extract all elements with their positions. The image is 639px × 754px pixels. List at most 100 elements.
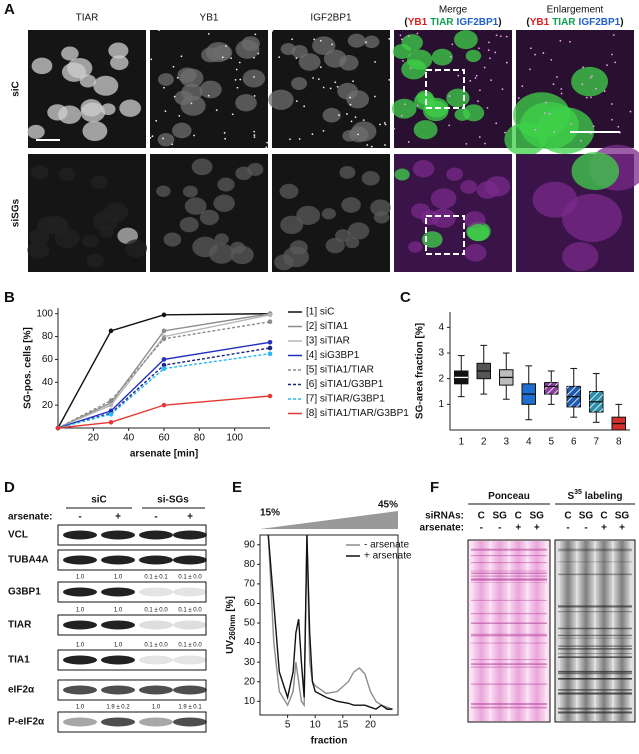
- band: [63, 685, 97, 695]
- series-line: [57, 313, 271, 429]
- cell: [27, 241, 50, 259]
- quantification: 1.0: [76, 575, 85, 581]
- granule: [484, 142, 486, 145]
- channel-name: IGF2BP1: [457, 17, 499, 28]
- panel-label: A: [4, 1, 15, 18]
- granule: [352, 80, 354, 83]
- cell: [431, 48, 453, 66]
- cell: [214, 233, 229, 245]
- granule: [556, 76, 558, 78]
- granule: [383, 121, 386, 124]
- granule: [505, 61, 508, 64]
- point: [161, 366, 167, 371]
- quantification: 1.0: [76, 643, 85, 649]
- cell: [91, 175, 108, 189]
- cell: [28, 228, 49, 246]
- quantification: 1.9 ± 0.2: [106, 705, 130, 711]
- cell: [172, 122, 192, 139]
- x-tick-label: 15: [337, 720, 349, 731]
- granule: [173, 95, 176, 98]
- granule: [400, 38, 403, 41]
- cell: [446, 167, 463, 181]
- granule: [235, 68, 238, 71]
- band: [101, 530, 135, 540]
- x-tick-label: 40: [123, 433, 135, 444]
- cell: [31, 57, 53, 75]
- granule: [388, 37, 391, 40]
- gel-lane: [560, 541, 576, 721]
- legend-label: [3] siTIAR: [306, 336, 350, 347]
- y-tick-label: 80: [244, 559, 256, 570]
- panel-label: F: [430, 479, 439, 496]
- granule: [207, 94, 210, 97]
- granule: [319, 39, 322, 42]
- legend-label: + arsenate: [364, 551, 412, 562]
- series-line: [57, 321, 271, 429]
- granule: [236, 86, 239, 89]
- granule: [504, 131, 506, 134]
- granule: [172, 65, 175, 68]
- point: [267, 339, 273, 345]
- cell: [163, 232, 182, 247]
- cell: [351, 121, 377, 142]
- granule: [253, 130, 256, 133]
- lane-label: C: [515, 511, 522, 522]
- granule: [550, 58, 553, 61]
- granule: [151, 135, 154, 138]
- granule: [254, 33, 257, 36]
- granule: [349, 96, 351, 99]
- band: [173, 620, 207, 630]
- granule: [278, 56, 281, 59]
- granule: [193, 134, 196, 137]
- point: [161, 402, 167, 408]
- granule: [155, 119, 158, 122]
- cell: [119, 99, 142, 117]
- cell: [460, 180, 478, 194]
- x-tick-label: 100: [226, 433, 243, 444]
- cell: [467, 224, 489, 242]
- cell: [412, 160, 435, 178]
- cell: [291, 45, 308, 59]
- lane-label: SG: [530, 511, 545, 522]
- axis: [449, 312, 630, 431]
- granule: [407, 35, 410, 38]
- cell: [446, 88, 470, 108]
- band: [173, 530, 207, 540]
- cell: [341, 197, 361, 213]
- cell: [279, 183, 299, 199]
- blot-label: TIAR: [8, 620, 32, 631]
- quantification: 1.0: [114, 608, 123, 614]
- cell: [373, 210, 390, 224]
- band: [139, 717, 173, 727]
- granule: [416, 32, 419, 35]
- legend-label: [1] siC: [306, 307, 334, 318]
- granule: [215, 109, 218, 112]
- granule: [180, 55, 183, 58]
- x-tick-label: 80: [194, 433, 206, 444]
- cell: [298, 53, 321, 71]
- granule: [176, 76, 179, 79]
- y-tick-label: 70: [244, 579, 256, 590]
- y-tick-label: 2: [438, 373, 444, 384]
- cell: [361, 171, 380, 186]
- granule: [475, 74, 478, 77]
- granule: [158, 29, 160, 32]
- cell: [430, 188, 457, 209]
- granule: [336, 85, 339, 88]
- lane-label: SG: [493, 511, 508, 522]
- cell: [347, 222, 370, 240]
- band: [173, 717, 207, 727]
- channel-name: (: [526, 17, 530, 28]
- blot-label: G3BP1: [8, 587, 41, 598]
- granule: [495, 122, 498, 125]
- granule: [393, 127, 396, 130]
- granule: [257, 52, 260, 55]
- cell: [179, 68, 204, 88]
- granule: [349, 103, 352, 106]
- lane-label: C: [564, 511, 571, 522]
- lane-label: SG: [615, 511, 630, 522]
- cell: [82, 234, 99, 248]
- granule: [207, 32, 210, 35]
- cell: [325, 237, 345, 254]
